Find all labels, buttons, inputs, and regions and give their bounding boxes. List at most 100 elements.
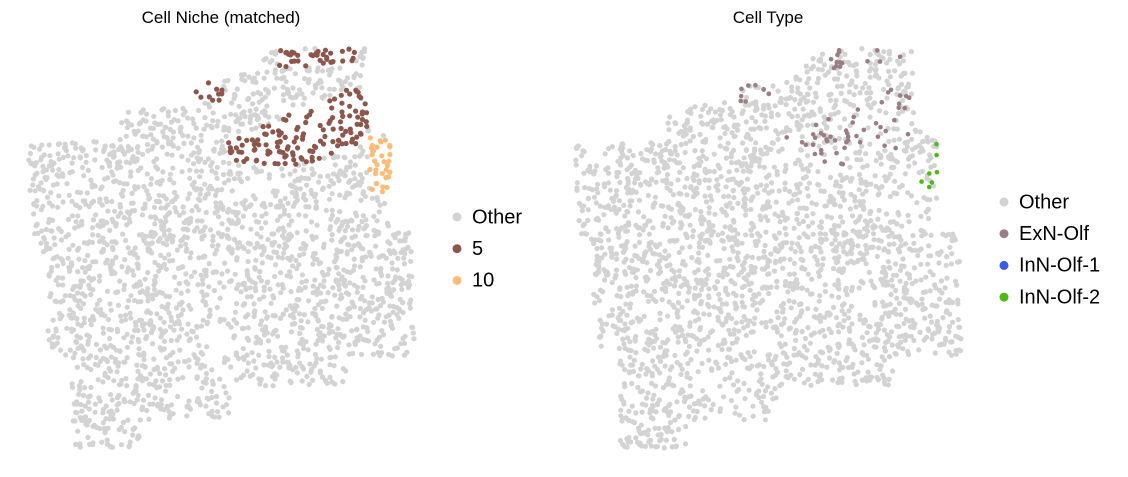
cell-point <box>209 408 215 414</box>
cell-point <box>101 148 107 154</box>
cell-point <box>573 157 579 163</box>
cell-point <box>160 169 166 175</box>
cell-point <box>106 326 112 332</box>
cell-point <box>135 392 141 398</box>
cell-point <box>257 322 264 328</box>
cell-point <box>265 90 272 96</box>
cell-point <box>845 315 852 321</box>
cell-point <box>908 193 915 199</box>
cell-point <box>283 307 289 313</box>
cell-point <box>813 354 819 360</box>
cell-point <box>748 206 754 212</box>
cell-point <box>602 251 608 257</box>
cell-point <box>711 169 717 175</box>
cell-point <box>742 212 749 218</box>
cell-point <box>822 314 828 320</box>
cell-point <box>76 256 82 262</box>
cell-point <box>308 369 314 375</box>
cell-point <box>785 289 791 295</box>
cell-point <box>73 441 79 447</box>
cell-point <box>780 350 786 356</box>
cell-point <box>371 277 377 283</box>
cell-point <box>48 268 54 274</box>
cell-point <box>855 243 861 249</box>
cell-point <box>144 141 151 148</box>
cell-point <box>743 332 749 338</box>
cell-point <box>210 237 216 244</box>
cell-point <box>882 148 888 154</box>
cell-point <box>161 220 167 226</box>
cell-point <box>247 119 253 126</box>
cell-point <box>167 377 173 383</box>
cell-point <box>622 321 628 327</box>
cell-point <box>886 376 892 382</box>
cell-point <box>115 363 121 369</box>
cell-point <box>275 128 282 134</box>
cell-point <box>59 313 65 319</box>
cell-point <box>401 340 408 346</box>
cell-point <box>900 97 906 103</box>
cell-point <box>120 231 126 237</box>
cell-point <box>109 397 115 403</box>
cell-point <box>949 251 955 257</box>
cell-point <box>104 358 110 364</box>
cell-point <box>60 282 66 288</box>
cell-point <box>816 298 822 304</box>
cell-point <box>652 363 658 369</box>
cell-point <box>883 282 889 288</box>
cell-point <box>81 348 87 354</box>
cell-point <box>102 430 108 436</box>
cell-point <box>881 379 888 385</box>
cell-point <box>297 87 303 93</box>
cell-point <box>622 247 628 253</box>
cell-point <box>336 315 342 321</box>
cell-point <box>189 328 195 334</box>
cell-point <box>732 133 738 139</box>
cell-point <box>932 330 938 336</box>
cell-point <box>933 195 940 201</box>
cell-point <box>288 380 294 386</box>
cell-point <box>66 192 72 198</box>
cell-point <box>292 302 298 308</box>
cell-point <box>196 147 202 154</box>
cell-point <box>628 348 634 354</box>
cell-point <box>124 355 130 361</box>
cell-point <box>840 324 846 330</box>
cell-point <box>225 209 231 215</box>
cell-point <box>626 408 632 414</box>
cell-point <box>888 329 895 335</box>
cell-point <box>624 312 630 318</box>
cell-point <box>91 276 97 282</box>
cell-point <box>691 171 697 177</box>
cell-point <box>217 280 223 286</box>
cell-point <box>799 117 805 123</box>
cell-point <box>691 177 697 183</box>
cell-point <box>354 121 360 127</box>
cell-point <box>837 124 843 131</box>
cell-point <box>805 325 811 331</box>
cell-point <box>401 352 407 358</box>
cell-point <box>113 223 119 229</box>
cell-point <box>373 167 379 173</box>
cell-point <box>88 291 94 298</box>
cell-point <box>35 184 42 190</box>
cell-point <box>794 285 800 291</box>
cell-point <box>100 246 107 252</box>
cell-point <box>678 283 684 289</box>
cell-point <box>645 298 652 304</box>
cell-point <box>347 91 353 97</box>
cell-point <box>128 169 134 175</box>
cell-point <box>320 127 326 133</box>
cell-point <box>638 151 644 157</box>
cell-point <box>598 333 604 339</box>
cell-point <box>940 231 946 237</box>
cell-point <box>729 160 735 166</box>
cell-point <box>100 379 106 385</box>
cell-point <box>347 113 353 119</box>
cell-point <box>151 159 157 165</box>
cell-point <box>62 144 68 150</box>
cell-point <box>290 102 296 108</box>
cell-point <box>656 425 662 431</box>
cell-point <box>748 263 754 269</box>
cell-point <box>264 69 270 75</box>
